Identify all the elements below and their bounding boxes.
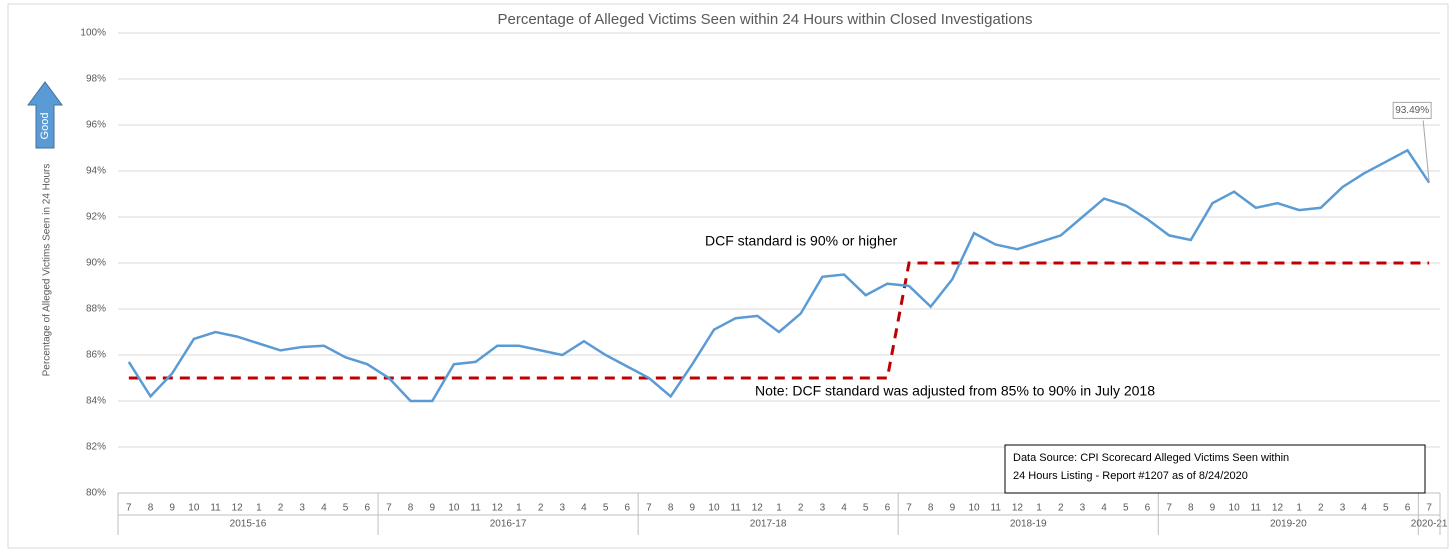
y-axis-label: Percentage of Alleged Victims Seen in 24…	[42, 164, 53, 377]
x-tick-label: 6	[364, 503, 370, 514]
x-tick-label: 11	[730, 503, 741, 514]
source-box	[1004, 444, 1426, 494]
group-label: 2020-21	[1411, 519, 1448, 530]
x-tick-label: 2	[798, 503, 804, 514]
x-tick-label: 3	[1340, 503, 1346, 514]
x-tick-label: 11	[991, 503, 1002, 514]
x-tick-label: 1	[1036, 503, 1042, 514]
y-tick-label: 96%	[86, 120, 106, 131]
x-tick-label: 8	[408, 503, 414, 514]
x-tick-label: 8	[928, 503, 934, 514]
x-tick-label: 1	[516, 503, 522, 514]
x-tick-label: 4	[581, 503, 587, 514]
x-tick-label: 12	[232, 503, 244, 514]
x-tick-label: 1	[776, 503, 782, 514]
x-tick-label: 10	[708, 503, 720, 514]
x-tick-label: 4	[1101, 503, 1107, 514]
x-tick-label: 3	[820, 503, 826, 514]
x-tick-label: 4	[1361, 503, 1367, 514]
x-tick-label: 2	[538, 503, 544, 514]
chart-title: Percentage of Alleged Victims Seen withi…	[497, 11, 1032, 28]
data-line	[128, 261, 1430, 380]
x-tick-label: 4	[321, 503, 327, 514]
x-tick-label: 7	[646, 503, 652, 514]
y-tick-label: 82%	[86, 442, 106, 453]
group-label: 2015-16	[230, 519, 267, 530]
x-tick-label: 5	[863, 503, 869, 514]
x-tick-label: 3	[299, 503, 305, 514]
y-tick-label: 98%	[86, 74, 106, 85]
x-tick-label: 7	[906, 503, 912, 514]
x-tick-label: 3	[1080, 503, 1086, 514]
x-tick-label: 12	[752, 503, 764, 514]
y-tick-label: 90%	[86, 258, 106, 269]
arrow-label: Good	[39, 113, 51, 140]
x-tick-label: 10	[1229, 503, 1241, 514]
x-tick-label: 11	[210, 503, 221, 514]
x-tick-label: 9	[950, 503, 956, 514]
x-tick-label: 10	[188, 503, 200, 514]
callout-line	[1422, 120, 1430, 183]
x-tick-label: 7	[126, 503, 132, 514]
value-label-box	[1392, 101, 1432, 119]
value-label: 93.49%	[1395, 105, 1429, 116]
x-tick-label: 6	[1405, 503, 1411, 514]
x-tick-label: 5	[343, 503, 349, 514]
group-label: 2019-20	[1270, 519, 1307, 530]
annotation: Note: DCF standard was adjusted from 85%…	[755, 383, 1155, 399]
x-tick-label: 6	[885, 503, 891, 514]
x-tick-label: 5	[1383, 503, 1389, 514]
good-arrow	[27, 81, 63, 149]
x-tick-label: 2	[278, 503, 284, 514]
x-tick-label: 10	[968, 503, 980, 514]
x-tick-label: 8	[668, 503, 674, 514]
x-tick-label: 12	[1272, 503, 1284, 514]
y-tick-label: 92%	[86, 212, 106, 223]
y-tick-label: 80%	[86, 488, 106, 499]
x-tick-label: 10	[448, 503, 460, 514]
y-tick-label: 94%	[86, 166, 106, 177]
x-tick-label: 7	[1166, 503, 1172, 514]
x-tick-label: 5	[1123, 503, 1129, 514]
data-line	[127, 148, 1431, 403]
x-tick-label: 9	[429, 503, 435, 514]
x-tick-label: 8	[148, 503, 154, 514]
x-tick-label: 12	[492, 503, 504, 514]
y-tick-label: 86%	[86, 350, 106, 361]
source-text: 24 Hours Listing - Report #1207 as of 8/…	[1013, 470, 1248, 482]
x-tick-label: 6	[1145, 503, 1151, 514]
x-tick-label: 9	[1210, 503, 1216, 514]
x-tick-label: 1	[1296, 503, 1302, 514]
y-tick-label: 84%	[86, 396, 106, 407]
x-tick-label: 11	[470, 503, 481, 514]
x-tick-label: 3	[559, 503, 565, 514]
x-tick-label: 7	[1426, 503, 1432, 514]
x-tick-label: 1	[256, 503, 262, 514]
group-label: 2018-19	[1010, 519, 1047, 530]
x-tick-label: 11	[1251, 503, 1262, 514]
x-tick-label: 12	[1012, 503, 1024, 514]
x-tick-label: 6	[625, 503, 631, 514]
x-tick-label: 4	[841, 503, 847, 514]
x-tick-label: 9	[690, 503, 696, 514]
y-tick-label: 88%	[86, 304, 106, 315]
x-tick-label: 8	[1188, 503, 1194, 514]
source-text: Data Source: CPI Scorecard Alleged Victi…	[1013, 452, 1289, 464]
annotation: DCF standard is 90% or higher	[705, 233, 898, 249]
x-tick-label: 2	[1318, 503, 1324, 514]
group-label: 2016-17	[490, 519, 527, 530]
y-tick-label: 100%	[80, 28, 106, 39]
group-label: 2017-18	[750, 519, 787, 530]
x-tick-label: 2	[1058, 503, 1064, 514]
x-tick-label: 7	[386, 503, 392, 514]
x-tick-label: 9	[169, 503, 175, 514]
chart-border	[7, 3, 1449, 549]
x-tick-label: 5	[603, 503, 609, 514]
